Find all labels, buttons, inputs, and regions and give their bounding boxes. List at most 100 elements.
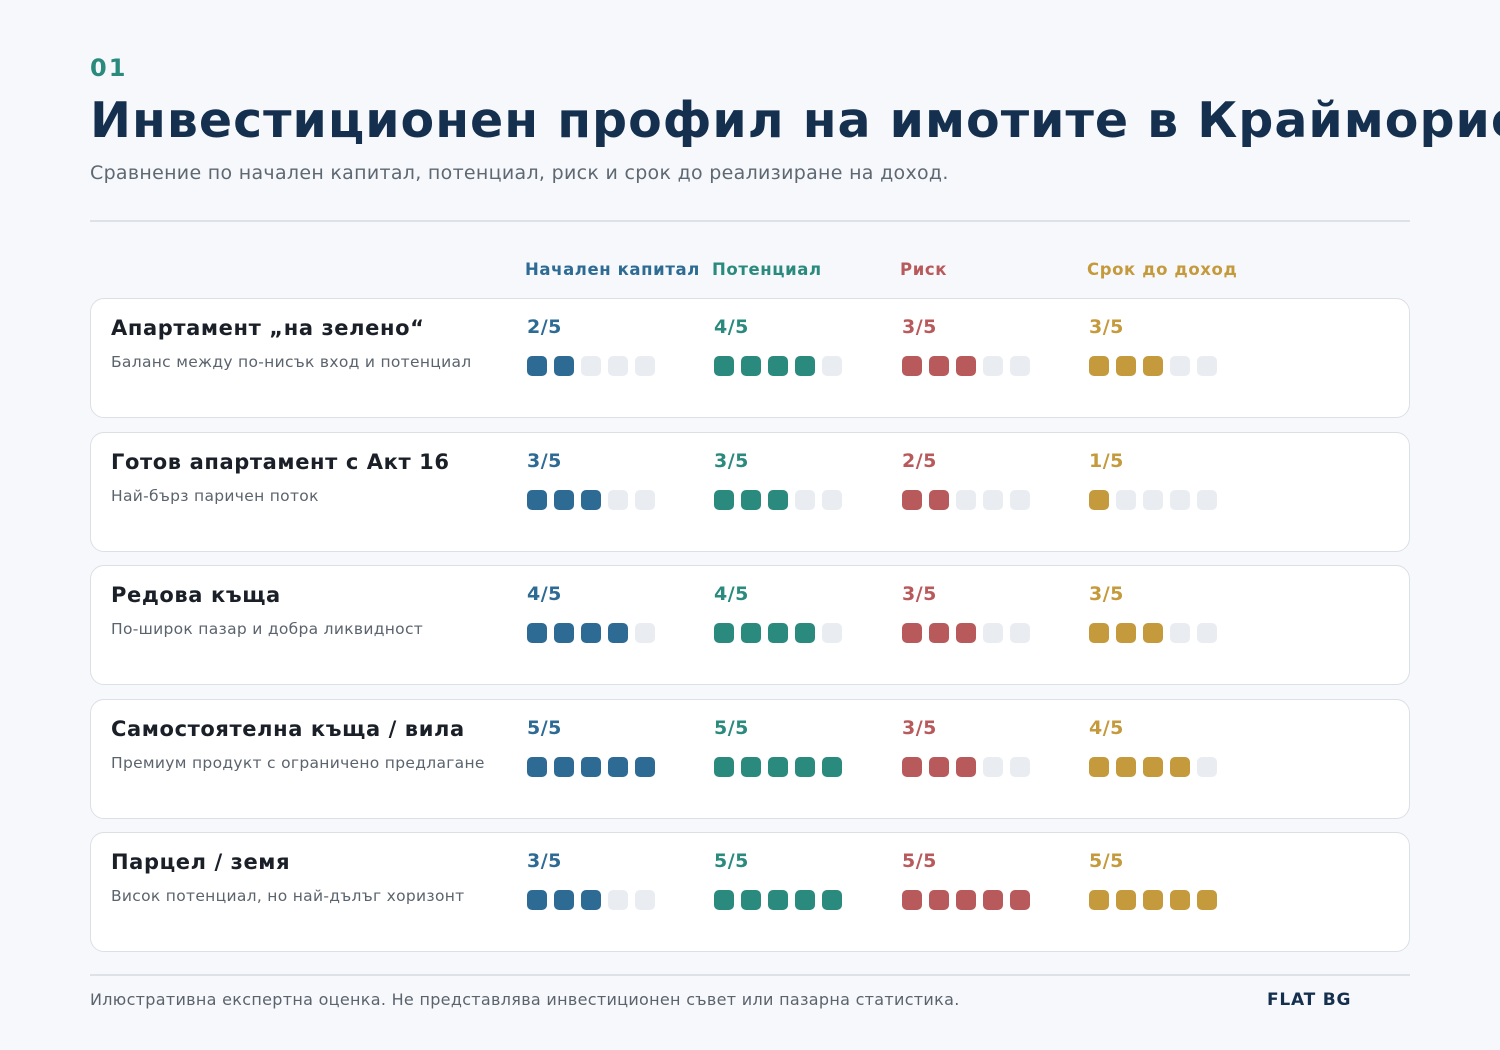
- score-dot-empty: [635, 489, 655, 510]
- score-dot-empty: [1170, 489, 1190, 510]
- score-label-potential: 4/5: [714, 316, 749, 338]
- score-dot-filled: [527, 890, 547, 910]
- metric-term: 3/5: [1089, 583, 1259, 653]
- score-dot-filled: [795, 756, 815, 777]
- score-dot-filled: [554, 356, 574, 376]
- score-dots-potential: [714, 489, 842, 510]
- property-name: Апартамент „на зелено“: [111, 316, 425, 340]
- score-dot-empty: [1170, 356, 1190, 376]
- score-label-risk: 3/5: [902, 716, 937, 739]
- score-dots-risk: [902, 890, 1030, 910]
- score-dot-filled: [983, 890, 1003, 910]
- score-dot-empty: [1010, 356, 1030, 376]
- score-dot-filled: [714, 623, 734, 643]
- property-description: Премиум продукт с ограничено предлагане: [111, 753, 485, 772]
- score-dot-filled: [1010, 890, 1030, 910]
- score-label-risk: 3/5: [902, 316, 937, 338]
- property-description: Най-бърз паричен поток: [111, 486, 319, 505]
- score-dot-filled: [929, 623, 949, 643]
- score-dot-filled: [1116, 356, 1136, 376]
- score-dot-empty: [1170, 623, 1190, 643]
- score-dot-filled: [1089, 756, 1109, 777]
- column-header-potential: Потенциал: [712, 260, 822, 279]
- column-header-capital: Начален капитал: [525, 260, 700, 279]
- metric-potential: 3/5: [714, 450, 884, 520]
- score-dot-filled: [608, 756, 628, 777]
- score-label-term: 5/5: [1089, 850, 1124, 872]
- score-dots-term: [1089, 890, 1217, 910]
- score-label-potential: 5/5: [714, 850, 749, 872]
- score-label-potential: 5/5: [714, 716, 749, 739]
- score-dot-empty: [608, 489, 628, 510]
- property-card: Парцел / земя Висок потенциал, но най-дъл…: [90, 832, 1410, 952]
- score-dots-capital: [527, 356, 655, 376]
- page-title: Инвестиционен профил на имотите в Краймо…: [90, 92, 1500, 149]
- score-dot-filled: [581, 890, 601, 910]
- score-dot-empty: [983, 489, 1003, 510]
- score-dots-term: [1089, 356, 1217, 376]
- score-dot-filled: [714, 356, 734, 376]
- score-dot-filled: [1170, 756, 1190, 777]
- column-header-term: Срок до доход: [1087, 260, 1238, 279]
- score-dot-empty: [822, 623, 842, 643]
- score-dot-filled: [1089, 890, 1109, 910]
- score-dot-filled: [554, 890, 574, 910]
- score-dot-filled: [741, 356, 761, 376]
- score-dot-filled: [768, 623, 788, 643]
- score-dot-filled: [741, 623, 761, 643]
- score-dot-empty: [983, 356, 1003, 376]
- score-dots-risk: [902, 623, 1030, 643]
- metric-potential: 4/5: [714, 583, 884, 653]
- score-label-risk: 2/5: [902, 449, 937, 472]
- score-dot-filled: [1116, 623, 1136, 643]
- score-dot-filled: [714, 489, 734, 510]
- score-dot-filled: [1143, 890, 1163, 910]
- score-dots-risk: [902, 489, 1030, 510]
- property-name: Редова къща: [111, 583, 281, 607]
- score-dot-filled: [768, 756, 788, 777]
- score-label-capital: 3/5: [527, 850, 562, 872]
- score-dot-filled: [714, 890, 734, 910]
- score-dot-filled: [635, 756, 655, 777]
- property-name: Готов апартамент с Акт 16: [111, 449, 450, 474]
- top-divider: [90, 220, 1410, 222]
- score-dot-empty: [822, 356, 842, 376]
- score-dot-empty: [1010, 756, 1030, 777]
- score-dot-filled: [956, 756, 976, 777]
- score-dot-filled: [822, 890, 842, 910]
- score-dot-empty: [983, 623, 1003, 643]
- score-dot-filled: [902, 623, 922, 643]
- property-description: По-широк пазар и добра ликвидност: [111, 620, 424, 638]
- score-dot-empty: [1143, 489, 1163, 510]
- score-dot-filled: [902, 890, 922, 910]
- metric-term: 4/5: [1089, 717, 1259, 787]
- score-dot-filled: [795, 890, 815, 910]
- score-dot-filled: [768, 890, 788, 910]
- score-dots-potential: [714, 356, 842, 376]
- score-label-capital: 4/5: [527, 583, 562, 605]
- metric-risk: 3/5: [902, 316, 1072, 386]
- property-card: Редова къща По-широк пазар и добра ликвид…: [90, 565, 1410, 685]
- score-dot-filled: [714, 756, 734, 777]
- score-dot-filled: [608, 623, 628, 643]
- score-dots-capital: [527, 890, 655, 910]
- score-dot-filled: [902, 489, 922, 510]
- metric-risk: 5/5: [902, 850, 1072, 920]
- property-name: Парцел / земя: [111, 850, 291, 874]
- property-card: Апартамент „на зелено“ Баланс между по-ни…: [90, 298, 1410, 418]
- score-dots-risk: [902, 756, 1030, 777]
- metric-capital: 3/5: [527, 450, 697, 520]
- score-label-capital: 5/5: [527, 716, 562, 739]
- score-dot-empty: [822, 489, 842, 510]
- metric-potential: 4/5: [714, 316, 884, 386]
- score-dots-term: [1089, 756, 1217, 777]
- metric-capital: 5/5: [527, 717, 697, 787]
- score-dot-filled: [1089, 623, 1109, 643]
- score-dot-filled: [581, 489, 601, 510]
- score-label-term: 3/5: [1089, 316, 1124, 338]
- property-card: Готов апартамент с Акт 16 Най-бърз париче…: [90, 431, 1410, 552]
- section-number: 01: [90, 54, 128, 82]
- score-dot-filled: [527, 489, 547, 510]
- score-dot-filled: [929, 890, 949, 910]
- score-dot-empty: [581, 356, 601, 376]
